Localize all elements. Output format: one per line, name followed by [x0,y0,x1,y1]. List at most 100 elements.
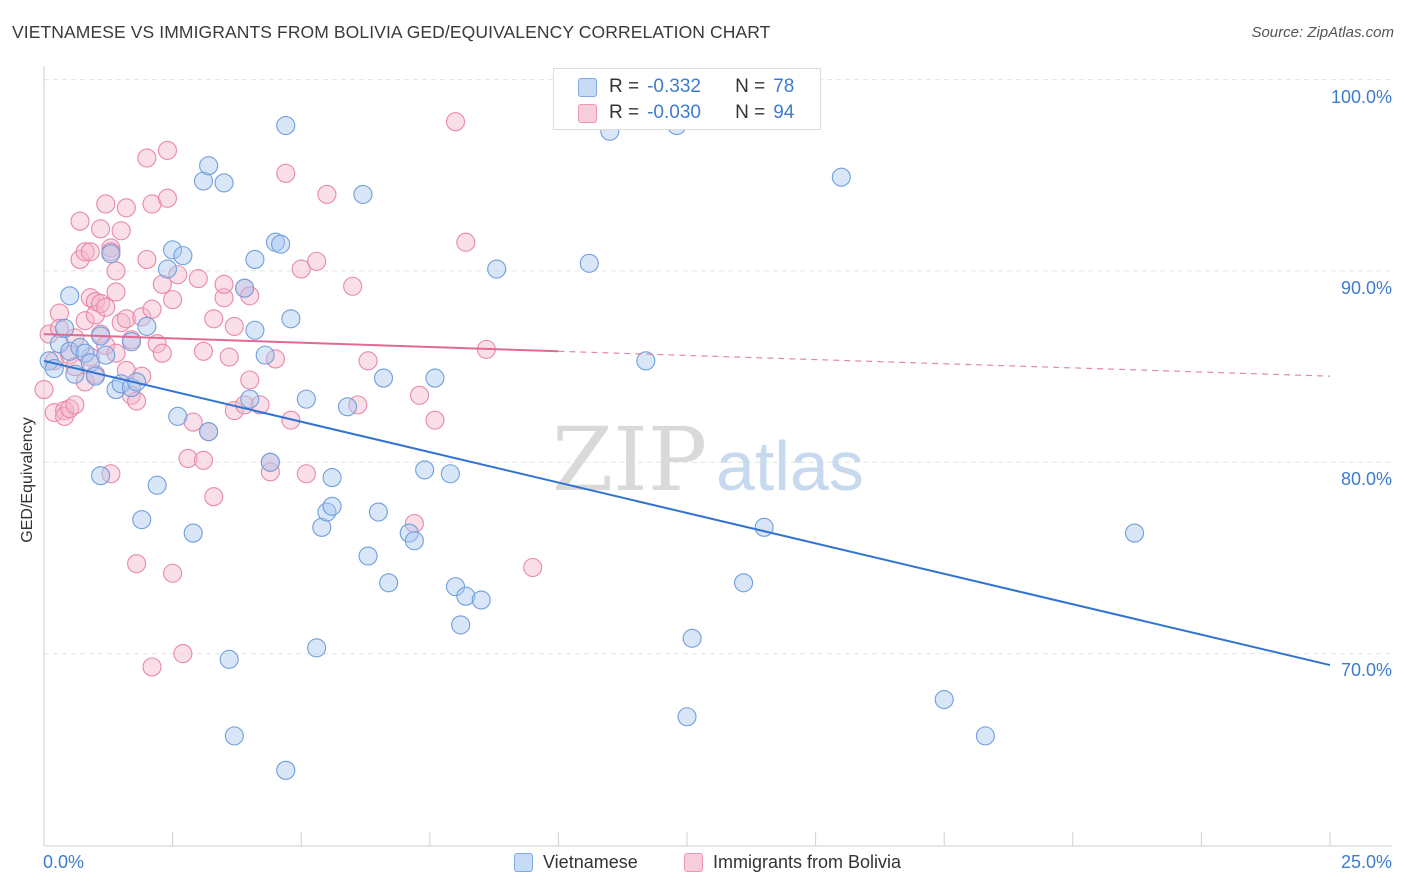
data-point [265,349,286,369]
trend-lines [43,333,1331,667]
data-point [307,638,327,658]
data-point [147,475,167,495]
data-point [456,586,476,606]
data-point [271,234,291,254]
data-point [75,311,95,331]
data-point [456,232,476,252]
data-point [404,513,424,534]
data-point [137,316,157,336]
legend-label-bolivia: Immigrants from Bolivia [713,852,902,872]
data-point [214,173,234,193]
source-label: Source: ZipAtlas.com [1251,24,1394,41]
y-axis-label-wrap: GED/Equivalency [8,417,48,542]
data-point [358,351,378,371]
data-point [409,385,430,405]
data-point [157,259,178,279]
data-point [173,644,193,664]
n-value: 94 [773,102,795,123]
data-point [121,332,141,352]
gridlines [44,79,1392,655]
data-point [240,370,260,390]
data-point [276,163,296,183]
data-point [245,249,265,270]
r-label: R = [609,76,640,97]
data-point [96,194,116,214]
data-point [219,649,239,669]
data-point [60,286,80,306]
data-point [147,334,167,354]
data-point [152,274,172,294]
data-point [276,115,296,136]
data-point [379,573,399,593]
data-point [579,253,599,273]
data-point [440,464,460,484]
data-point [111,221,131,241]
data-point [368,502,388,522]
data-point [178,448,198,468]
data-point [337,397,358,417]
data-point [91,466,111,486]
trend-line-vietnamese [43,359,1331,667]
data-point [85,366,105,386]
data-point [224,316,244,336]
data-point [204,487,224,507]
data-point [80,242,100,262]
legend-swatch-blue [514,853,533,872]
data-point [291,259,311,279]
data-point [85,305,105,325]
trend-line-bolivia [43,333,559,353]
data-point [487,259,507,279]
data-point [60,399,80,419]
y-tick-label-70: 70.0% [1340,660,1392,680]
data-point [168,265,188,285]
data-point [142,657,162,677]
data-point [70,211,90,231]
data-point [204,309,224,329]
data-point [281,309,301,329]
stats-legend: R = -0.332 N = 78 R = -0.030 N = 94 [553,68,821,130]
data-point [137,148,157,168]
data-point [163,563,183,583]
data-point [276,760,296,780]
data-point [975,726,995,746]
data-point [132,307,152,327]
data-point [214,274,234,294]
data-point [255,345,275,365]
y-tick-label-80: 80.0% [1340,469,1392,489]
data-point [636,351,656,371]
chart-title: VIETNAMESE VS IMMIGRANTS FROM BOLIVIA GE… [12,22,771,42]
data-point [934,689,954,710]
data-point [116,198,136,218]
data-point [96,345,116,365]
data-point [75,242,95,262]
data-point [157,140,178,160]
r-label: R = [609,102,640,123]
data-point [451,615,471,635]
data-point [471,590,491,610]
data-point [193,171,214,191]
data-point [60,341,80,361]
data-point [831,167,851,187]
data-point [404,531,424,551]
watermark: ZIP atlas [552,408,864,511]
legend-swatch-pink [684,853,703,872]
data-point [91,219,111,239]
data-point [193,341,214,361]
bottom-legend: Vietnamese Immigrants from Bolivia [0,852,1406,878]
data-point [296,389,316,409]
data-point [127,554,147,574]
n-label: N = [735,102,766,123]
data-point [163,290,183,310]
data-point [80,288,100,308]
data-point [240,389,260,409]
legend-label-vietnamese: Vietnamese [543,852,638,872]
data-point [445,112,466,132]
trend-line-bolivia-extension [558,350,1331,377]
data-point [214,288,234,308]
data-point [235,278,255,298]
data-point [75,343,95,363]
x-tick-label-min: 0.0% [43,852,85,872]
blue-swatch [578,77,597,97]
data-point [260,462,280,482]
